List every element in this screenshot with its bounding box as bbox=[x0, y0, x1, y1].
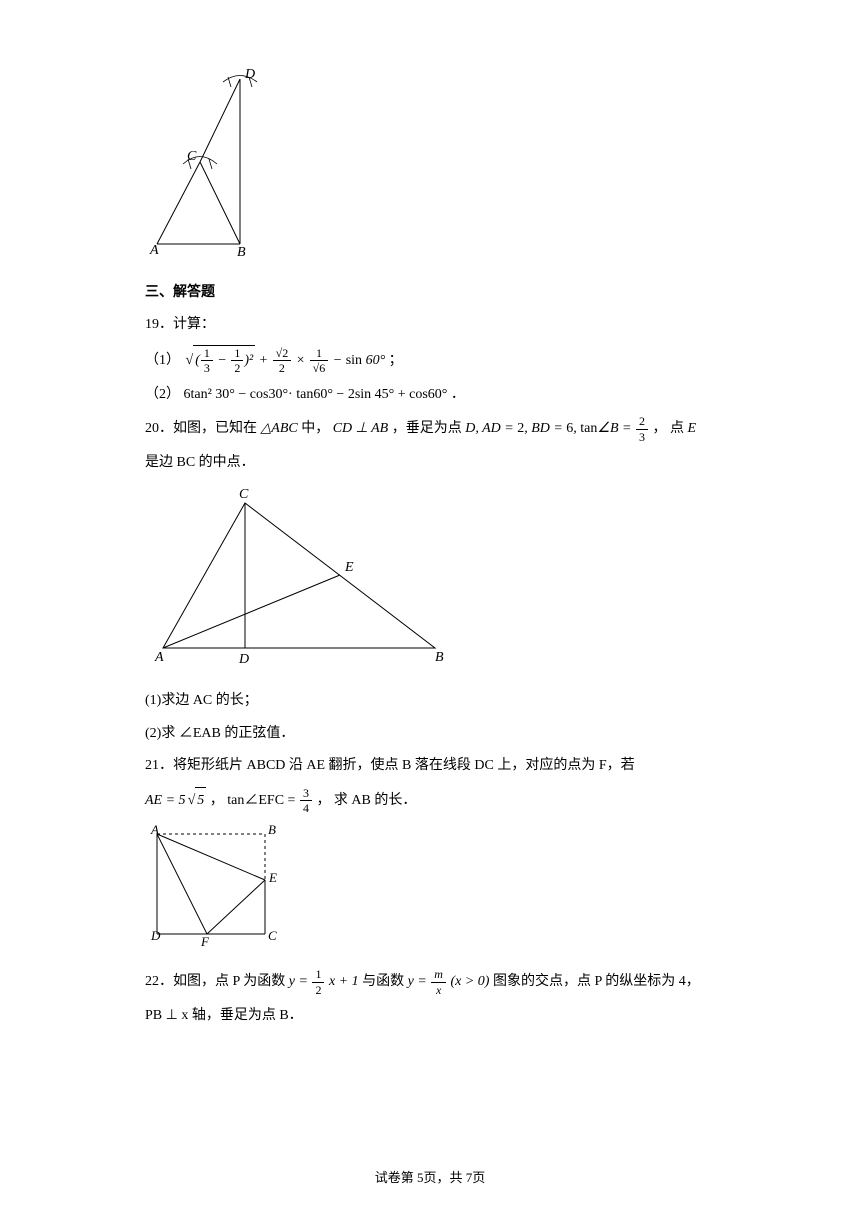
page-footer: 试卷第 5页，共 7页 bbox=[0, 1167, 860, 1186]
svg-text:B: B bbox=[435, 650, 444, 665]
p22-c: 图象的交点，点 P 的纵坐标为 4， bbox=[493, 974, 700, 989]
svg-text:E: E bbox=[268, 870, 277, 885]
problem-22-line1: 22．如图，点 P 为函数 y = 12 x + 1 与函数 y = mx (x… bbox=[145, 967, 715, 997]
p19-2-prefix: （2） bbox=[145, 387, 180, 402]
p22-a: 22．如图，点 P 为函数 bbox=[145, 974, 289, 989]
p21-ae: AE = 5 bbox=[145, 793, 186, 808]
svg-text:C: C bbox=[187, 149, 197, 164]
svg-text:B: B bbox=[237, 245, 246, 259]
figure-triangle-ace: A B C D E bbox=[145, 483, 715, 679]
svg-text:A: A bbox=[149, 243, 159, 258]
problem-20-line1: 20．如图，已知在 △ABC 中， CD ⊥ AB ，垂足为点 D, AD = … bbox=[145, 414, 715, 444]
p22-b: 与函数 bbox=[362, 974, 408, 989]
problem-22-line2: PB ⊥ x 轴，垂足为点 B． bbox=[145, 1003, 715, 1030]
svg-text:D: D bbox=[244, 67, 255, 82]
p21-tan: ， tan∠EFC = bbox=[210, 793, 299, 808]
p20-e: ， 点 bbox=[652, 421, 687, 436]
figure-rectangle-fold: A B C D E F bbox=[145, 822, 715, 958]
p19-1-suffix: ； bbox=[389, 353, 403, 368]
problem-21-line1: 21．将矩形纸片 ABCD 沿 AE 翻折，使点 B 落在线段 DC 上，对应的… bbox=[145, 753, 715, 780]
problem-20-line2: 是边 BC 的中点． bbox=[145, 450, 715, 477]
problem-19-part2: （2） 6tan² 30° − cos30°· tan60° − 2sin 45… bbox=[145, 382, 715, 409]
p20-c: ，垂足为点 bbox=[392, 421, 466, 436]
svg-text:E: E bbox=[344, 560, 354, 575]
svg-text:C: C bbox=[268, 928, 277, 943]
problem-21-line2: AE = 55 ， tan∠EFC = 34 ， 求 AB 的长． bbox=[145, 786, 715, 816]
p20-a: 20．如图，已知在 bbox=[145, 421, 257, 436]
svg-text:A: A bbox=[150, 822, 159, 837]
p19-2-suffix: ． bbox=[451, 387, 465, 402]
figure-triangle-abd: A B C D bbox=[145, 64, 715, 270]
p19-1-prefix: （1） bbox=[145, 353, 180, 368]
p19-2-expr: 6tan² 30° − cos30°· tan60° − 2sin 45° + … bbox=[184, 387, 448, 402]
svg-text:D: D bbox=[150, 928, 161, 943]
problem-20-sub1: (1)求边 AC 的长； bbox=[145, 688, 715, 715]
p20-b: 中， bbox=[301, 421, 329, 436]
svg-text:B: B bbox=[268, 822, 276, 837]
svg-text:F: F bbox=[200, 934, 210, 947]
section-title: 三、解答题 bbox=[145, 280, 715, 307]
problem-20-sub2: (2)求 ∠EAB 的正弦值． bbox=[145, 721, 715, 748]
p21-tail: ， 求 AB 的长． bbox=[316, 793, 416, 808]
svg-text:C: C bbox=[239, 487, 249, 502]
svg-text:D: D bbox=[238, 652, 249, 667]
problem-19-part1: （1） (13 − 12)² + √22 × 1√6 − sin 60° ； bbox=[145, 345, 715, 376]
svg-text:A: A bbox=[154, 650, 164, 665]
problem-19-stem: 19．计算： bbox=[145, 312, 715, 339]
